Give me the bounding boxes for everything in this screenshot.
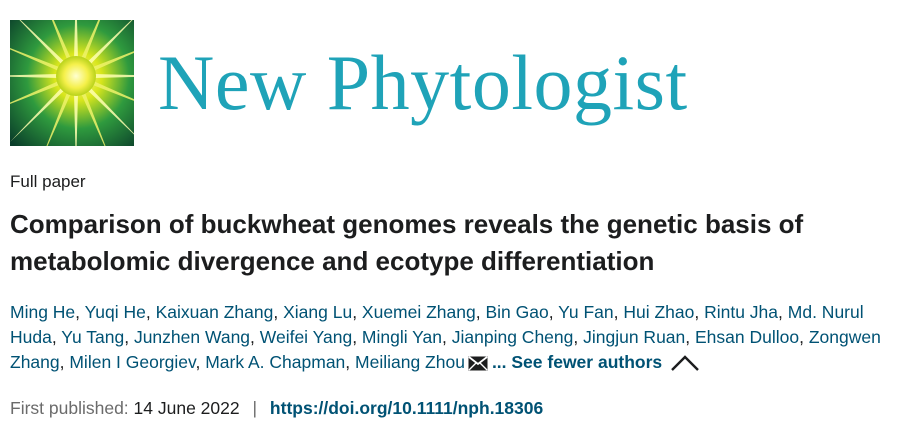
author-link[interactable]: Jingjun Ruan [583, 327, 686, 347]
logo-ray [74, 20, 78, 59]
author-separator: , [195, 352, 206, 372]
article-title: Comparison of buckwheat genomes reveals … [10, 209, 804, 276]
author-separator: , [345, 352, 356, 372]
author-link[interactable]: Weifei Yang [259, 327, 353, 347]
logo-ray [91, 51, 134, 71]
author-link[interactable]: Bin Gao [485, 302, 549, 322]
author-separator: , [778, 302, 788, 322]
author-separator: , [475, 302, 486, 322]
author-link[interactable]: Zongwen Zhang [10, 327, 881, 372]
author-separator: , [59, 352, 70, 372]
author-separator: , [145, 302, 156, 322]
author-link[interactable]: Jianping Cheng [451, 327, 574, 347]
author-link[interactable]: Hui Zhao [623, 302, 695, 322]
author-link[interactable]: Ming He [10, 302, 76, 322]
author-link[interactable]: Meiliang Zhou [355, 352, 465, 372]
logo-ray [81, 91, 106, 146]
logo-ray [51, 20, 71, 61]
logo-ray [87, 20, 133, 65]
author-link[interactable]: Mingli Yan [361, 327, 443, 347]
author-link[interactable]: Kaixuan Zhang [155, 302, 274, 322]
logo-ray [10, 87, 65, 143]
author-separator: , [75, 302, 85, 322]
envelope-icon[interactable] [468, 353, 488, 378]
journal-masthead[interactable]: New Phytologist [10, 20, 690, 146]
logo-ray [10, 81, 61, 104]
logo-ray [19, 20, 65, 65]
author-separator: , [613, 302, 624, 322]
author-link[interactable]: Yu Fan [558, 302, 614, 322]
sunburst-logo-icon [10, 20, 134, 146]
author-separator: , [548, 302, 559, 322]
article-type: Full paper [10, 172, 86, 191]
author-link[interactable]: Milen I Georgiev [69, 352, 196, 372]
separator: | [252, 398, 258, 418]
logo-ray [91, 81, 134, 101]
published-label: First published: [10, 398, 129, 418]
author-link[interactable]: Xiang Lu [283, 302, 353, 322]
see-fewer-authors-button[interactable]: ... See fewer authors [491, 352, 663, 372]
chevron-up-icon[interactable] [670, 354, 700, 379]
author-link[interactable]: Md. Nurul Huda [10, 302, 864, 347]
logo-ray [10, 48, 61, 71]
author-separator: , [694, 302, 705, 322]
author-separator: , [799, 327, 809, 347]
author-separator: , [124, 327, 134, 347]
author-separator: , [352, 327, 362, 347]
author-separator: , [685, 327, 695, 347]
logo-ray [81, 20, 101, 61]
logo-ray [87, 87, 134, 135]
doi-link[interactable]: https://doi.org/10.1111/nph.18306 [269, 398, 544, 418]
published-date: 14 June 2022 [133, 398, 240, 418]
author-link[interactable]: Xuemei Zhang [361, 302, 476, 322]
author-link[interactable]: Ehsan Dulloo [695, 327, 800, 347]
author-link[interactable]: Junzhen Wang [133, 327, 251, 347]
author-link[interactable]: Yuqi He [84, 302, 146, 322]
author-separator: , [573, 327, 584, 347]
author-separator: , [51, 327, 62, 347]
author-list: Ming He, Yuqi He, Kaixuan Zhang, Xiang L… [10, 300, 895, 379]
logo-ray [74, 93, 78, 146]
logo-ray [10, 74, 59, 78]
logo-ray [93, 74, 134, 78]
author-link[interactable]: Rintu Jha [704, 302, 779, 322]
author-separator: , [250, 327, 260, 347]
author-separator: , [273, 302, 284, 322]
author-separator: , [442, 327, 452, 347]
author-separator: , [352, 302, 362, 322]
logo-ray [46, 91, 71, 146]
author-link[interactable]: Mark A. Chapman [205, 352, 346, 372]
journal-name: New Phytologist [158, 39, 688, 126]
publication-line: First published: 14 June 2022 | https://… [10, 396, 543, 420]
author-link[interactable]: Yu Tang [61, 327, 125, 347]
